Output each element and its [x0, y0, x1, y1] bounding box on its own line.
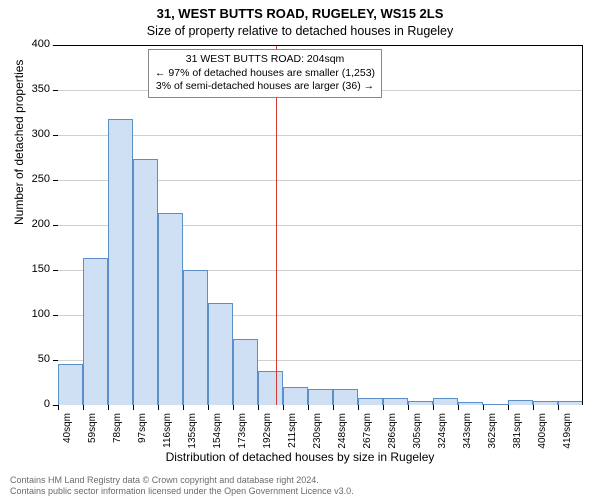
- xtick-mark: [383, 405, 384, 410]
- ytick-mark: [53, 135, 58, 136]
- ytick-label: 50: [10, 353, 50, 365]
- ytick-label: 200: [10, 218, 50, 230]
- ytick-label: 400: [10, 38, 50, 50]
- ytick-mark: [53, 315, 58, 316]
- xtick-mark: [458, 405, 459, 410]
- xtick-mark: [483, 405, 484, 410]
- ytick-label: 350: [10, 83, 50, 95]
- xtick-mark: [258, 405, 259, 410]
- xtick-mark: [433, 405, 434, 410]
- ytick-label: 300: [10, 128, 50, 140]
- xtick-mark: [58, 405, 59, 410]
- xtick-label: 343sqm: [462, 413, 473, 453]
- xtick-label: 59sqm: [87, 413, 98, 453]
- ytick-label: 150: [10, 263, 50, 275]
- xtick-label: 324sqm: [437, 413, 448, 453]
- xtick-label: 154sqm: [212, 413, 223, 453]
- xtick-mark: [508, 405, 509, 410]
- xtick-label: 267sqm: [362, 413, 373, 453]
- xtick-label: 400sqm: [537, 413, 548, 453]
- ytick-mark: [53, 360, 58, 361]
- xtick-mark: [283, 405, 284, 410]
- xtick-label: 78sqm: [112, 413, 123, 453]
- footer-attribution: Contains HM Land Registry data © Crown c…: [10, 475, 354, 498]
- xtick-label: 419sqm: [562, 413, 573, 453]
- ytick-label: 100: [10, 308, 50, 320]
- xtick-label: 97sqm: [137, 413, 148, 453]
- xtick-label: 362sqm: [487, 413, 498, 453]
- page-title: 31, WEST BUTTS ROAD, RUGELEY, WS15 2LS: [0, 6, 600, 21]
- annotation-line: 3% of semi-detached houses are larger (3…: [155, 80, 375, 94]
- xtick-mark: [308, 405, 309, 410]
- annotation-line: 31 WEST BUTTS ROAD: 204sqm: [155, 53, 375, 67]
- footer-line1: Contains HM Land Registry data © Crown c…: [10, 475, 354, 487]
- plot-border: [58, 45, 583, 405]
- ytick-mark: [53, 180, 58, 181]
- ytick-label: 0: [10, 398, 50, 410]
- xtick-mark: [533, 405, 534, 410]
- xtick-label: 381sqm: [512, 413, 523, 453]
- xtick-mark: [183, 405, 184, 410]
- ytick-mark: [53, 270, 58, 271]
- xtick-label: 286sqm: [387, 413, 398, 453]
- xtick-label: 40sqm: [62, 413, 73, 453]
- xtick-mark: [558, 405, 559, 410]
- xtick-label: 211sqm: [287, 413, 298, 453]
- xtick-label: 230sqm: [312, 413, 323, 453]
- xtick-label: 192sqm: [262, 413, 273, 453]
- footer-line2: Contains public sector information licen…: [10, 486, 354, 498]
- ytick-mark: [53, 90, 58, 91]
- xtick-mark: [158, 405, 159, 410]
- xtick-mark: [333, 405, 334, 410]
- xtick-label: 135sqm: [187, 413, 198, 453]
- ytick-label: 250: [10, 173, 50, 185]
- xtick-mark: [108, 405, 109, 410]
- annotation-line: ← 97% of detached houses are smaller (1,…: [155, 67, 375, 81]
- xtick-mark: [208, 405, 209, 410]
- xtick-mark: [358, 405, 359, 410]
- xtick-label: 173sqm: [237, 413, 248, 453]
- histogram-plot: 050100150200250300350400 40sqm59sqm78sqm…: [58, 45, 583, 405]
- ytick-mark: [53, 225, 58, 226]
- xtick-mark: [83, 405, 84, 410]
- xtick-label: 305sqm: [412, 413, 423, 453]
- ytick-mark: [53, 45, 58, 46]
- xtick-mark: [233, 405, 234, 410]
- xtick-mark: [133, 405, 134, 410]
- xtick-label: 116sqm: [162, 413, 173, 453]
- xtick-label: 248sqm: [337, 413, 348, 453]
- page-subtitle: Size of property relative to detached ho…: [0, 24, 600, 38]
- annotation-box: 31 WEST BUTTS ROAD: 204sqm← 97% of detac…: [148, 49, 382, 98]
- x-axis-label: Distribution of detached houses by size …: [0, 450, 600, 464]
- xtick-mark: [408, 405, 409, 410]
